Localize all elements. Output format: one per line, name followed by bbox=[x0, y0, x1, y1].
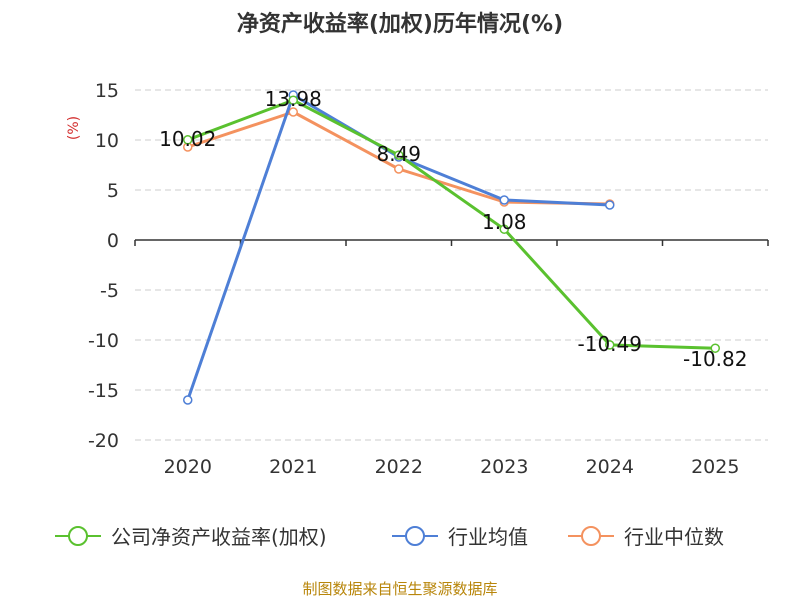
legend-label: 行业中位数 bbox=[624, 525, 724, 549]
legend-marker bbox=[405, 526, 425, 546]
legend-label: 行业均值 bbox=[448, 525, 528, 549]
y-tick-label: -10 bbox=[88, 330, 119, 352]
data-point-1 bbox=[183, 395, 193, 405]
data-label: 10.02 bbox=[159, 127, 216, 151]
legend-marker bbox=[68, 526, 88, 546]
x-tick-label: 2022 bbox=[375, 456, 423, 478]
data-label: 13.98 bbox=[265, 87, 322, 111]
y-tick-label: 0 bbox=[107, 230, 119, 252]
x-tick-label: 2025 bbox=[691, 456, 739, 478]
y-tick-label: 10 bbox=[95, 130, 119, 152]
x-tick-label: 2023 bbox=[480, 456, 528, 478]
data-point-0 bbox=[605, 340, 615, 350]
y-axis-label: (%) bbox=[66, 116, 82, 140]
data-point-2 bbox=[394, 164, 404, 174]
data-label: -10.49 bbox=[578, 332, 642, 356]
x-tick-label: 2024 bbox=[586, 456, 634, 478]
y-tick-label: -15 bbox=[88, 380, 119, 402]
data-point-0 bbox=[183, 135, 193, 145]
data-point-1 bbox=[605, 200, 615, 210]
y-tick-label: -20 bbox=[88, 430, 119, 452]
data-point-0 bbox=[394, 150, 404, 160]
chart-title: 净资产收益率(加权)历年情况(%) bbox=[236, 12, 564, 37]
data-point-0 bbox=[499, 224, 509, 234]
data-point-0 bbox=[710, 343, 720, 353]
y-tick-label: -5 bbox=[100, 280, 119, 302]
data-point-2 bbox=[288, 107, 298, 117]
source-note: 制图数据来自恒生聚源数据库 bbox=[302, 580, 498, 598]
y-tick-label: 15 bbox=[95, 80, 119, 102]
data-label: 8.49 bbox=[376, 142, 421, 166]
data-label: -10.82 bbox=[683, 347, 747, 371]
series-line-1 bbox=[186, 93, 610, 401]
data-label: 1.08 bbox=[482, 210, 527, 234]
data-point-0 bbox=[288, 95, 298, 105]
legend-label: 公司净资产收益率(加权) bbox=[111, 525, 327, 549]
y-tick-label: 5 bbox=[107, 180, 119, 202]
data-point-1 bbox=[499, 195, 509, 205]
series-line-0 bbox=[187, 98, 716, 350]
legend-marker bbox=[581, 526, 601, 546]
x-tick-label: 2021 bbox=[269, 456, 317, 478]
x-tick-label: 2020 bbox=[164, 456, 212, 478]
